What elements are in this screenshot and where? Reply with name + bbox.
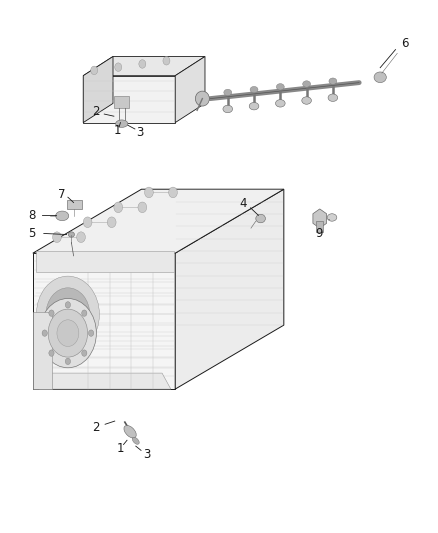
Circle shape <box>145 187 153 198</box>
FancyBboxPatch shape <box>36 251 174 272</box>
Text: 7: 7 <box>57 188 65 200</box>
Circle shape <box>49 350 54 356</box>
Ellipse shape <box>327 214 337 221</box>
Circle shape <box>91 66 98 75</box>
Ellipse shape <box>223 105 233 112</box>
Circle shape <box>53 232 61 243</box>
Circle shape <box>65 358 71 365</box>
Polygon shape <box>175 56 205 123</box>
Circle shape <box>83 217 92 228</box>
Circle shape <box>77 232 85 243</box>
Circle shape <box>55 298 81 330</box>
Polygon shape <box>83 56 205 76</box>
Ellipse shape <box>249 102 259 110</box>
Ellipse shape <box>329 78 337 84</box>
Circle shape <box>81 350 87 356</box>
Text: 5: 5 <box>28 227 35 240</box>
Ellipse shape <box>303 81 311 87</box>
Text: 2: 2 <box>92 106 100 118</box>
Circle shape <box>46 288 90 341</box>
Circle shape <box>48 309 88 357</box>
Polygon shape <box>313 209 327 228</box>
Circle shape <box>39 298 96 368</box>
Circle shape <box>42 330 47 336</box>
Circle shape <box>107 217 116 228</box>
Circle shape <box>138 202 147 213</box>
Ellipse shape <box>256 214 265 223</box>
Circle shape <box>163 56 170 65</box>
Text: 8: 8 <box>28 209 35 222</box>
Text: 6: 6 <box>401 37 409 50</box>
Circle shape <box>36 276 99 353</box>
FancyBboxPatch shape <box>316 221 323 232</box>
Text: 4: 4 <box>239 197 247 210</box>
Text: 2: 2 <box>92 421 100 434</box>
FancyBboxPatch shape <box>67 200 82 209</box>
Text: 1: 1 <box>113 124 121 137</box>
Ellipse shape <box>302 97 311 104</box>
Ellipse shape <box>328 94 338 101</box>
Ellipse shape <box>195 91 209 106</box>
Ellipse shape <box>116 120 128 127</box>
Polygon shape <box>33 189 284 253</box>
Text: 3: 3 <box>143 448 150 461</box>
Polygon shape <box>33 312 52 389</box>
Ellipse shape <box>374 72 386 83</box>
Ellipse shape <box>124 425 136 438</box>
Circle shape <box>49 310 54 317</box>
Polygon shape <box>33 253 175 389</box>
Ellipse shape <box>276 84 284 90</box>
Polygon shape <box>83 56 113 123</box>
Polygon shape <box>175 189 284 389</box>
Circle shape <box>139 60 146 68</box>
Text: 3: 3 <box>137 126 144 139</box>
Circle shape <box>88 330 94 336</box>
Circle shape <box>115 63 122 71</box>
Ellipse shape <box>224 89 232 95</box>
Ellipse shape <box>56 211 69 221</box>
Ellipse shape <box>250 86 258 93</box>
Ellipse shape <box>132 437 139 445</box>
Polygon shape <box>114 96 129 108</box>
Polygon shape <box>39 373 171 389</box>
Polygon shape <box>83 76 175 123</box>
Text: 9: 9 <box>315 227 323 240</box>
Circle shape <box>57 320 79 346</box>
Ellipse shape <box>68 232 74 237</box>
Ellipse shape <box>276 100 285 107</box>
Circle shape <box>65 302 71 308</box>
Circle shape <box>114 202 123 213</box>
Circle shape <box>81 310 87 317</box>
Text: 1: 1 <box>116 442 124 455</box>
Circle shape <box>169 187 177 198</box>
